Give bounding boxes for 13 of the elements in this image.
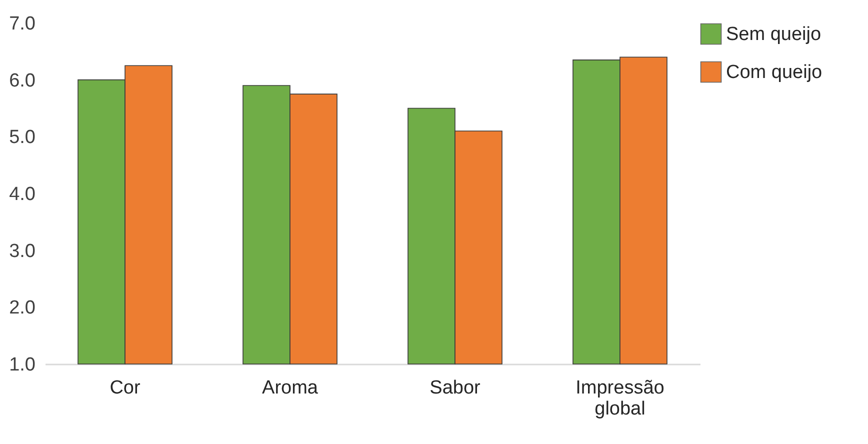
y-tick-label: 5.0	[9, 127, 36, 148]
y-tick-label: 6.0	[9, 70, 36, 92]
x-tick-label: Aroma	[262, 378, 318, 398]
y-tick-label: 3.0	[9, 240, 36, 262]
x-tick-label: Cor	[110, 378, 141, 398]
y-tick-label: 1.0	[9, 354, 36, 376]
y-tick-label: 7.0	[9, 14, 36, 34]
y-tick-label: 4.0	[9, 184, 36, 205]
legend-label: Com queijo	[726, 62, 822, 83]
x-tick-label: Impressão global	[576, 378, 664, 420]
x-tick-label: Sabor	[430, 378, 482, 398]
y-tick-label: 2.0	[9, 298, 36, 319]
legend-label: Sem queijo	[726, 24, 822, 45]
